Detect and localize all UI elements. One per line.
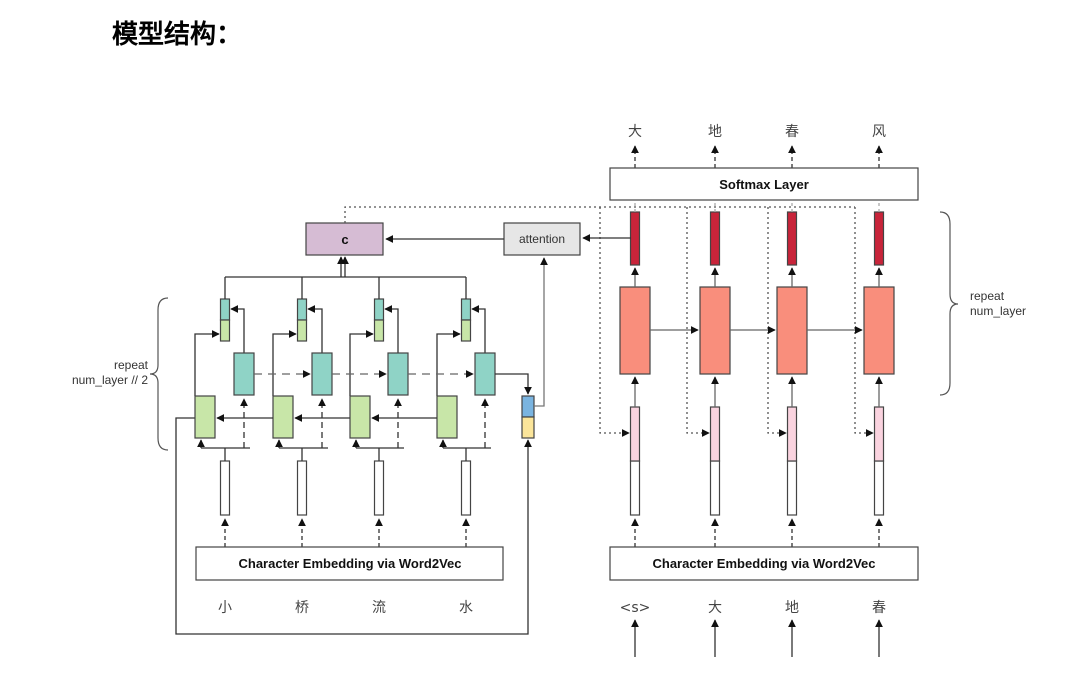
decoder-embedding-vector — [873, 460, 885, 516]
decoder-repeat-count-label: num_layer — [970, 304, 1026, 318]
decoder-output-char: 春 — [785, 124, 799, 140]
backward-output-arrow — [384, 305, 399, 353]
decoder-embedding-vector — [709, 460, 721, 516]
encoder-embedding-vector — [219, 460, 231, 516]
decoder-embedding-box — [609, 546, 919, 581]
encoder-output-forward-half — [296, 319, 308, 342]
decoder-output-vector — [709, 211, 721, 266]
decoder-rnn-cell — [863, 286, 895, 375]
encoder-embedding-label: Character Embedding via Word2Vec — [239, 556, 462, 571]
encoder-embedding-vector — [373, 460, 385, 516]
decoder-input-char: 春 — [872, 600, 886, 616]
final-state-top — [521, 395, 535, 418]
decoder-rnn-cell — [619, 286, 651, 375]
decoder-rnn-cell — [776, 286, 808, 375]
backward-rnn-cell — [387, 352, 409, 396]
decoder-output-char: 地 — [708, 124, 722, 140]
encoder-output-backward-half — [296, 298, 308, 321]
decoder-input-vector — [873, 406, 885, 462]
forward-rnn-cell — [436, 395, 458, 439]
encoder-output-forward-half — [219, 319, 231, 342]
softmax-label: Softmax Layer — [719, 177, 809, 192]
decoder-repeat-label: repeat — [970, 289, 1005, 303]
encoder-output-forward-half — [460, 319, 472, 342]
loop-connector — [175, 417, 532, 635]
forward-output-arrow — [349, 330, 374, 396]
decoder-input-vector — [786, 406, 798, 462]
final-state-arrow — [495, 373, 532, 395]
backward-output-arrow — [307, 305, 323, 353]
encoder-input-char: 小 — [218, 600, 232, 616]
context-label: c — [341, 232, 348, 247]
encoder-embedding-box — [195, 546, 504, 581]
encoder-input-char: 桥 — [295, 600, 309, 616]
backward-output-arrow — [230, 305, 245, 353]
decoder-embedding-vector — [629, 460, 641, 516]
encoder-input-char: 水 — [459, 600, 473, 616]
backward-output-arrow — [471, 305, 486, 353]
attention-label: attention — [519, 232, 565, 246]
decoder-output-vector — [786, 211, 798, 266]
decoder-input-vector — [709, 406, 721, 462]
encoder-output-backward-half — [219, 298, 231, 321]
state-to-attention-arrow — [534, 257, 548, 407]
decoder-rnn-cell — [699, 286, 731, 375]
encoder-embedding-vector — [460, 460, 472, 516]
encoder-output-forward-half — [373, 319, 385, 342]
softmax-layer-box — [609, 167, 919, 201]
decoder-output-char: 风 — [872, 124, 886, 140]
forward-rnn-cell — [349, 395, 371, 439]
encoder-repeat-label: repeat — [114, 358, 149, 372]
forward-rnn-cell — [194, 395, 216, 439]
decoder-input-char: 地 — [785, 600, 799, 616]
encoder-embedding-vector — [296, 460, 308, 516]
decoder-output-vector — [629, 211, 641, 266]
decoder-input-vector — [629, 406, 641, 462]
forward-output-arrow — [194, 330, 220, 396]
decoder-output-char: 大 — [628, 124, 642, 140]
decoder-input-char: <s> — [620, 600, 651, 616]
final-state-bottom — [521, 416, 535, 439]
decoder-output-vector — [873, 211, 885, 266]
forward-rnn-cell — [272, 395, 294, 439]
forward-output-arrow — [436, 330, 461, 396]
page-title: 模型结构： — [112, 20, 243, 50]
encoder-input-char: 流 — [372, 600, 386, 616]
backward-rnn-cell — [474, 352, 496, 396]
left-brace — [149, 297, 169, 451]
context-broadcast-line — [344, 206, 855, 223]
forward-output-arrow — [272, 330, 297, 396]
decoder-embedding-label: Character Embedding via Word2Vec — [653, 556, 876, 571]
decoder-embedding-vector — [786, 460, 798, 516]
decoder-input-char: 大 — [708, 600, 722, 616]
right-brace — [939, 211, 959, 396]
encoder-output-backward-half — [460, 298, 472, 321]
encoder-repeat-count-label: num_layer // 2 — [72, 373, 148, 387]
context-to-decoder-input — [854, 207, 874, 437]
context-to-decoder-input — [686, 207, 710, 437]
context-to-decoder-input — [767, 207, 787, 437]
encoder-output-backward-half — [373, 298, 385, 321]
backward-rnn-cell — [233, 352, 255, 396]
backward-rnn-cell — [311, 352, 333, 396]
context-to-decoder-input — [599, 207, 630, 437]
